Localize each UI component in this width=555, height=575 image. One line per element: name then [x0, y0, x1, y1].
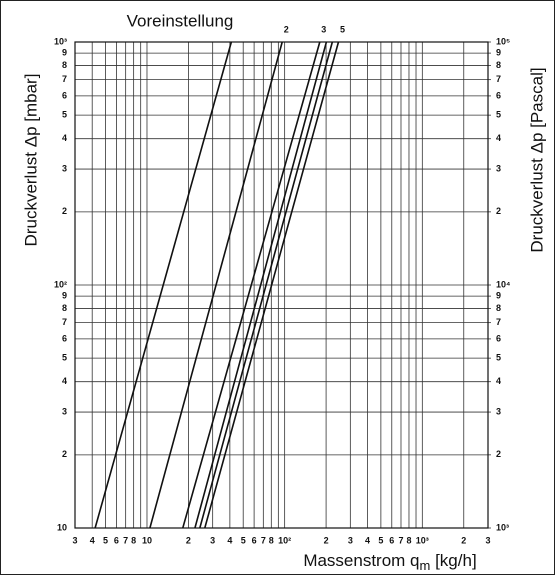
- y-tick-label: 9: [62, 290, 67, 300]
- curve: [94, 41, 233, 529]
- y-tick-label: 10³: [54, 36, 67, 46]
- x-axis-label: Massenstrom qm [kg/h]: [303, 551, 476, 573]
- y2-axis-label: Druckverlust Δp [Pascal]: [527, 67, 546, 252]
- y-tick-label: 10²: [54, 279, 67, 289]
- curve: [182, 41, 321, 529]
- y-tick-label: 3: [62, 406, 67, 416]
- x-tick-label: 7: [123, 535, 128, 545]
- x-tick-label: 8: [406, 535, 411, 545]
- y2-tick-label: 3: [496, 163, 501, 173]
- x-tick-label: 10³: [416, 535, 429, 545]
- curve-label: 5: [340, 24, 345, 34]
- x-tick-label: 4: [365, 535, 370, 545]
- x-tick-label: 4: [90, 535, 95, 545]
- x-tick-label: 4: [227, 535, 232, 545]
- y-tick-label: 8: [62, 60, 67, 70]
- x-label-part: [kg/h]: [430, 551, 476, 570]
- x-tick-label: 7: [398, 535, 403, 545]
- y-tick-label: 4: [62, 376, 67, 386]
- y2-tick-label: 2: [496, 449, 501, 459]
- y-tick-label: 2: [62, 449, 67, 459]
- y2-tick-label: 3: [496, 406, 501, 416]
- x-label-part: Massenstrom q: [303, 551, 419, 570]
- y-tick-label: 5: [62, 353, 67, 363]
- y2-tick-label: 9: [496, 47, 501, 57]
- y2-tick-label: 7: [496, 74, 501, 84]
- x-tick-label: 10: [142, 535, 152, 545]
- x-tick-label: 8: [131, 535, 136, 545]
- curve: [199, 41, 334, 529]
- x-tick-label: 7: [261, 535, 266, 545]
- x-tick-label: 2: [461, 535, 466, 545]
- y-tick-label: 10: [57, 522, 67, 532]
- y-tick-label: 3: [62, 163, 67, 173]
- y2-tick-label: 10⁴: [496, 279, 510, 289]
- curve-label: 3: [321, 24, 326, 34]
- y2-tick-label: 7: [496, 317, 501, 327]
- x-tick-label: 3: [210, 535, 215, 545]
- chart-title: Voreinstellung: [127, 11, 234, 30]
- y2-tick-label: 8: [496, 303, 501, 313]
- y2-tick-label: 2: [496, 206, 501, 216]
- x-tick-label: 2: [324, 535, 329, 545]
- x-label-sub: m: [420, 558, 431, 573]
- y2-tick-label: 9: [496, 290, 501, 300]
- y2-tick-label: 4: [496, 376, 501, 386]
- y2-tick-label: 8: [496, 60, 501, 70]
- x-tick-label: 5: [241, 535, 246, 545]
- y-tick-label: 6: [62, 333, 67, 343]
- x-tick-label: 2: [186, 535, 191, 545]
- x-tick-label: 6: [389, 535, 394, 545]
- x-tick-label: 6: [114, 535, 119, 545]
- x-tick-label: 3: [348, 535, 353, 545]
- y-tick-label: 8: [62, 303, 67, 313]
- y2-tick-label: 10⁵: [496, 36, 510, 46]
- y-tick-label: 5: [62, 110, 67, 120]
- x-tick-label: 3: [72, 535, 77, 545]
- y-tick-label: 7: [62, 317, 67, 327]
- y2-tick-label: 5: [496, 110, 501, 120]
- x-tick-label: 8: [269, 535, 274, 545]
- x-tick-label: 10²: [278, 535, 291, 545]
- y-tick-label: 6: [62, 90, 67, 100]
- x-tick-label: 3: [485, 535, 490, 545]
- y2-tick-label: 4: [496, 133, 501, 143]
- curve-label: 2: [284, 24, 289, 34]
- curve: [204, 41, 340, 529]
- y2-tick-label: 10³: [496, 522, 509, 532]
- y2-tick-label: 6: [496, 90, 501, 100]
- curve: [149, 41, 283, 529]
- x-tick-label: 6: [252, 535, 257, 545]
- y2-tick-label: 5: [496, 353, 501, 363]
- x-tick-label: 5: [103, 535, 108, 545]
- y2-tick-label: 6: [496, 333, 501, 343]
- y-tick-label: 7: [62, 74, 67, 84]
- curve: [194, 41, 328, 529]
- y-tick-label: 9: [62, 47, 67, 57]
- y-axis-label: Druckverlust Δp [mbar]: [21, 74, 40, 247]
- y-tick-label: 4: [62, 133, 67, 143]
- x-tick-label: 5: [378, 535, 383, 545]
- y-tick-label: 2: [62, 206, 67, 216]
